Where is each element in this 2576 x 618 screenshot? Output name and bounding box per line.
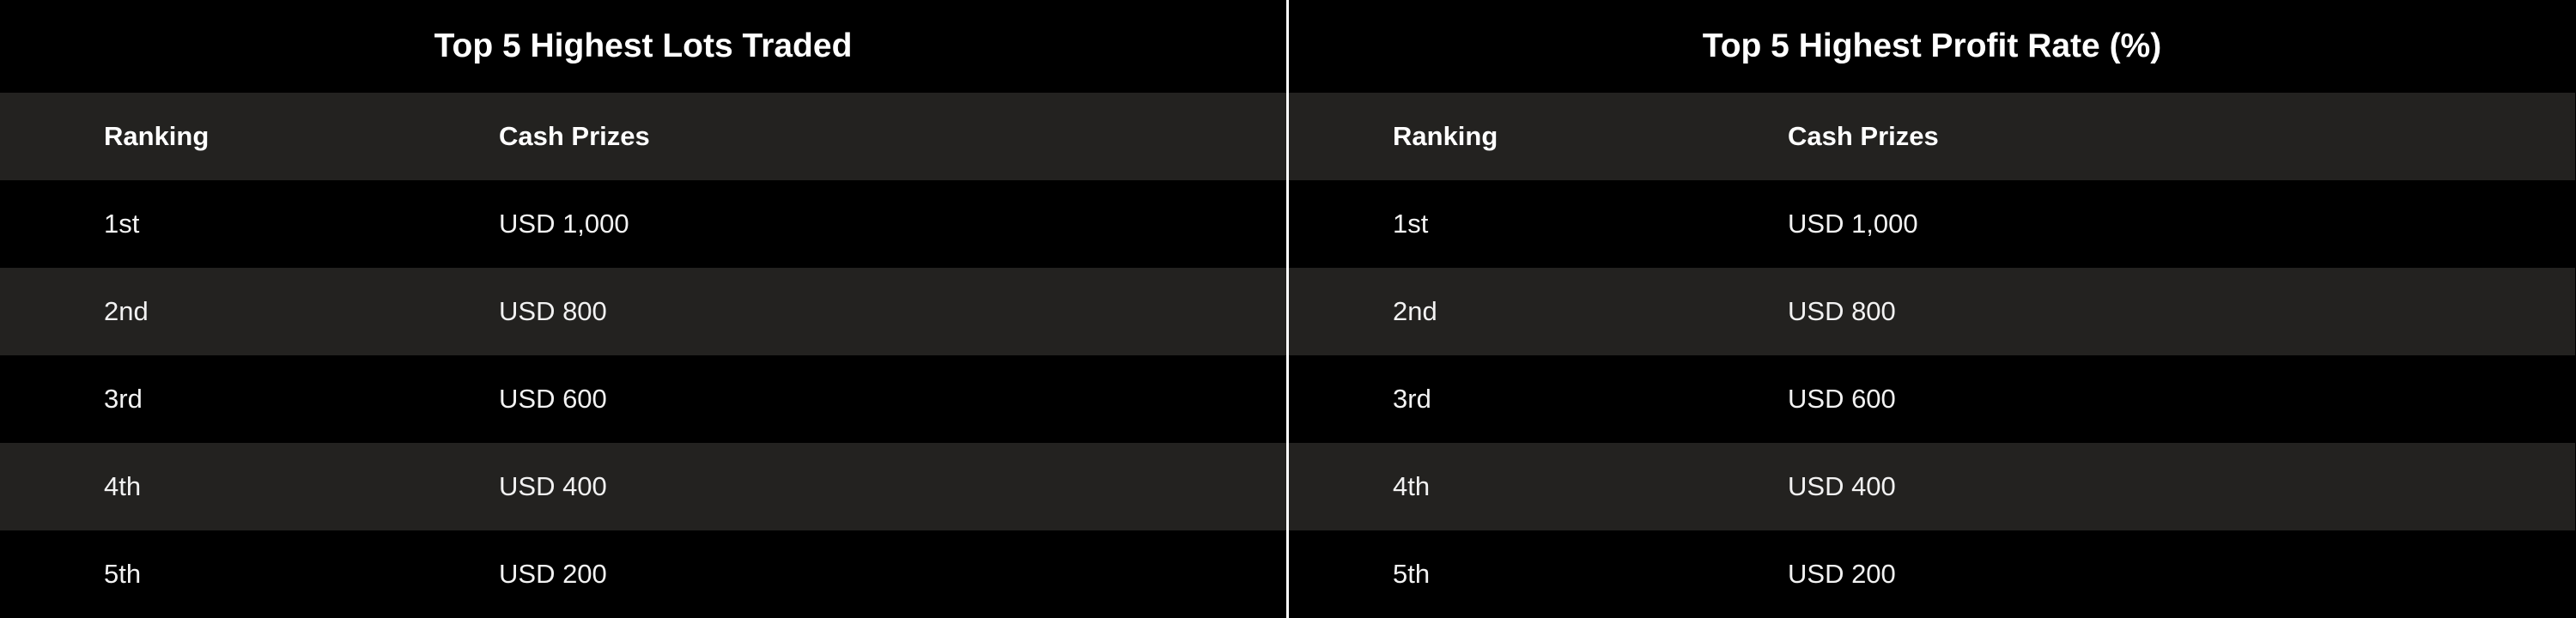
rank-cell: 3rd — [1393, 383, 1431, 414]
rank-cell: 5th — [1393, 559, 1431, 589]
table-title: Top 5 Highest Profit Rate (%) — [1289, 0, 2575, 93]
rank-cell: 2nd — [104, 295, 149, 326]
prize-cell: USD 1,000 — [1788, 208, 1918, 239]
table-row: 1st USD 1,000 — [1289, 180, 2575, 268]
prize-cell: USD 800 — [1788, 295, 1896, 326]
prize-cell: USD 400 — [1788, 470, 1896, 501]
rank-cell: 3rd — [104, 383, 143, 414]
table-row: 4th USD 400 — [1289, 442, 2575, 530]
prize-cell: USD 600 — [499, 383, 607, 414]
rank-cell: 4th — [104, 470, 142, 501]
prize-cell: USD 600 — [1788, 383, 1896, 414]
table-row: 3rd USD 600 — [0, 355, 1286, 443]
panel-divider — [1286, 0, 1289, 618]
prize-cell: USD 200 — [499, 559, 607, 589]
table-row: 3rd USD 600 — [1289, 355, 2575, 443]
table-row: 2nd USD 800 — [0, 267, 1286, 355]
table-row: 1st USD 1,000 — [0, 180, 1286, 268]
table-header-row: Ranking Cash Prizes — [0, 92, 1286, 180]
prize-cell: USD 400 — [499, 470, 607, 501]
prize-cell: USD 800 — [499, 295, 607, 326]
header-cash-prizes: Cash Prizes — [1788, 120, 1939, 151]
profit-rate-table: Top 5 Highest Profit Rate (%) Ranking Ca… — [1289, 0, 2575, 618]
rank-cell: 4th — [1393, 470, 1431, 501]
table-header-row: Ranking Cash Prizes — [1289, 92, 2575, 180]
table-row: 2nd USD 800 — [1289, 267, 2575, 355]
header-ranking: Ranking — [104, 120, 210, 151]
header-cash-prizes: Cash Prizes — [499, 120, 650, 151]
table-row: 4th USD 400 — [0, 442, 1286, 530]
rank-cell: 2nd — [1393, 295, 1437, 326]
lots-traded-table: Top 5 Highest Lots Traded Ranking Cash P… — [0, 0, 1286, 618]
prize-cell: USD 200 — [1788, 559, 1896, 589]
rank-cell: 1st — [1393, 208, 1429, 239]
rank-cell: 1st — [104, 208, 140, 239]
rank-cell: 5th — [104, 559, 142, 589]
table-row: 5th USD 200 — [0, 530, 1286, 618]
table-title: Top 5 Highest Lots Traded — [0, 0, 1286, 93]
prize-cell: USD 1,000 — [499, 208, 629, 239]
table-row: 5th USD 200 — [1289, 530, 2575, 618]
header-ranking: Ranking — [1393, 120, 1498, 151]
